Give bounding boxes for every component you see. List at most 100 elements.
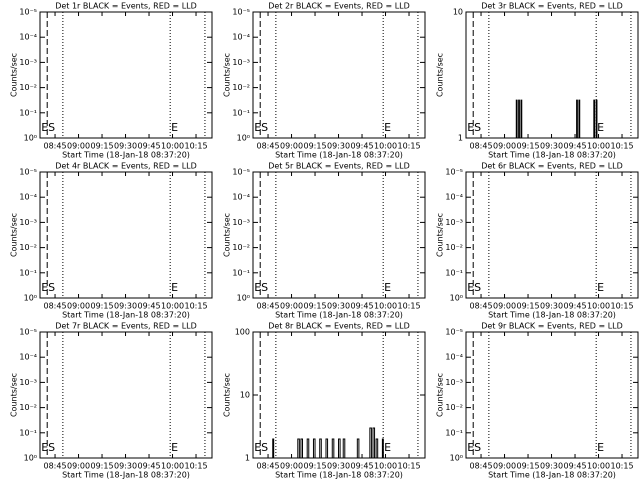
x-tick-label: 09:15 <box>304 142 327 151</box>
x-tick-label: 09:00 <box>493 142 516 151</box>
y-axis-label: Counts/sec <box>223 213 232 257</box>
panel-title: Det 4r BLACK = Events, RED = LLD <box>55 162 197 171</box>
x-tick-label: 10:15 <box>184 462 207 471</box>
y-tick-label: 10⁻⁴ <box>19 193 37 202</box>
plot-frame <box>39 11 213 139</box>
plot-frame <box>39 171 213 299</box>
y-tick-label: 10⁻⁴ <box>445 193 463 202</box>
time-marker-label: ES <box>254 281 268 294</box>
detector-panel: Det 8r BLACK = Events, RED = LLD Start Ti… <box>223 322 426 480</box>
panel-title: Det 3r BLACK = Events, RED = LLD <box>481 2 623 11</box>
y-tick-label: 10⁻³ <box>445 218 463 227</box>
y-tick-label: 10⁻² <box>445 403 463 412</box>
x-tick-label: 10:15 <box>397 302 420 311</box>
x-tick-label: 09:30 <box>327 462 350 471</box>
x-tick-label: 09:45 <box>137 462 160 471</box>
time-marker-label: ES <box>41 281 55 294</box>
x-axis-label: Start Time (18-Jan-18 08:37:20) <box>488 311 616 320</box>
y-tick-label: 10⁰ <box>450 454 463 463</box>
y-tick-label: 10⁻³ <box>232 58 250 67</box>
y-tick-label: 10⁻⁴ <box>19 33 37 42</box>
y-tick-label: 10⁻³ <box>19 218 37 227</box>
detector-panel: Det 3r BLACK = Events, RED = LLD Start Ti… <box>436 2 639 160</box>
x-tick-label: 09:00 <box>67 462 90 471</box>
y-tick-label: 1 <box>458 134 463 143</box>
y-tick-label: 10⁻² <box>19 243 37 252</box>
y-tick-label: 10⁻⁵ <box>445 168 463 177</box>
x-axis-label: Start Time (18-Jan-18 08:37:20) <box>275 151 403 160</box>
x-tick-label: 09:15 <box>517 302 540 311</box>
y-axis-label: Counts/sec <box>10 213 19 257</box>
detector-panel: Det 2r BLACK = Events, RED = LLD Start Ti… <box>223 2 426 160</box>
x-tick-label: 10:00 <box>587 462 610 471</box>
panel-title: Det 6r BLACK = Events, RED = LLD <box>481 162 623 171</box>
y-tick-label: 10⁻¹ <box>19 268 37 277</box>
x-axis-label: Start Time (18-Jan-18 08:37:20) <box>275 471 403 480</box>
y-tick-label: 10⁻⁵ <box>232 168 250 177</box>
plot-frame <box>252 11 426 139</box>
plot-frame <box>252 171 426 299</box>
x-tick-label: 09:30 <box>114 302 137 311</box>
y-tick-label: 10⁻³ <box>19 58 37 67</box>
panel-title: Det 5r BLACK = Events, RED = LLD <box>268 162 410 171</box>
x-tick-label: 10:00 <box>374 142 397 151</box>
x-tick-label: 09:30 <box>327 142 350 151</box>
x-tick-label: 09:45 <box>137 302 160 311</box>
x-tick-label: 10:00 <box>161 462 184 471</box>
panel-title: Det 9r BLACK = Events, RED = LLD <box>481 322 623 331</box>
count-rate-line <box>466 99 638 139</box>
x-tick-label: 09:30 <box>114 462 137 471</box>
x-tick-label: 10:15 <box>397 142 420 151</box>
x-tick-label: 09:00 <box>280 462 303 471</box>
x-tick-label: 09:00 <box>67 142 90 151</box>
x-tick-label: 09:00 <box>280 302 303 311</box>
time-marker-label: E <box>171 121 178 134</box>
x-tick-label: 08:45 <box>44 302 67 311</box>
y-tick-label: 10⁻⁵ <box>232 8 250 17</box>
x-tick-label: 09:15 <box>91 462 114 471</box>
time-marker-label: E <box>171 281 178 294</box>
y-tick-label: 10⁻² <box>232 83 250 92</box>
x-axis-label: Start Time (18-Jan-18 08:37:20) <box>62 151 190 160</box>
y-axis-label: Counts/sec <box>436 373 445 417</box>
x-tick-label: 08:45 <box>257 142 280 151</box>
x-tick-label: 09:00 <box>493 462 516 471</box>
panel-title: Det 8r BLACK = Events, RED = LLD <box>268 322 410 331</box>
x-tick-label: 10:00 <box>374 302 397 311</box>
x-tick-label: 09:30 <box>540 462 563 471</box>
x-tick-label: 09:45 <box>563 302 586 311</box>
detector-panel: Det 6r BLACK = Events, RED = LLD Start Ti… <box>436 162 639 320</box>
y-tick-label: 10⁻⁵ <box>19 168 37 177</box>
detector-panel: Det 7r BLACK = Events, RED = LLD Start Ti… <box>10 322 213 480</box>
x-tick-label: 09:30 <box>114 142 137 151</box>
detector-panel: Det 5r BLACK = Events, RED = LLD Start Ti… <box>223 162 426 320</box>
time-marker-label: E <box>384 441 391 454</box>
y-tick-label: 10⁻⁴ <box>232 193 250 202</box>
x-tick-label: 09:00 <box>67 302 90 311</box>
detector-panel: Det 9r BLACK = Events, RED = LLD Start Ti… <box>436 322 639 480</box>
x-tick-label: 09:15 <box>304 302 327 311</box>
x-tick-label: 08:45 <box>470 462 493 471</box>
y-tick-label: 10⁻¹ <box>19 108 37 117</box>
x-tick-label: 09:45 <box>137 142 160 151</box>
x-tick-label: 09:15 <box>517 462 540 471</box>
x-tick-label: 09:45 <box>350 462 373 471</box>
x-tick-label: 10:15 <box>610 462 633 471</box>
y-tick-label: 10⁻⁵ <box>19 8 37 17</box>
x-tick-label: 09:00 <box>493 302 516 311</box>
x-tick-label: 09:15 <box>517 142 540 151</box>
count-rate-line <box>253 427 425 459</box>
x-tick-label: 09:30 <box>540 302 563 311</box>
x-tick-label: 08:45 <box>470 302 493 311</box>
x-axis-label: Start Time (18-Jan-18 08:37:20) <box>275 311 403 320</box>
y-tick-label: 10⁰ <box>24 294 37 303</box>
y-axis-label: Counts/sec <box>436 213 445 257</box>
y-axis-label: Counts/sec <box>10 53 19 97</box>
x-tick-label: 08:45 <box>470 142 493 151</box>
time-marker-label: ES <box>254 121 268 134</box>
y-tick-label: 10⁻² <box>19 403 37 412</box>
y-tick-label: 10⁰ <box>450 294 463 303</box>
y-tick-label: 10⁻² <box>232 243 250 252</box>
y-tick-label: 10 <box>240 391 250 400</box>
